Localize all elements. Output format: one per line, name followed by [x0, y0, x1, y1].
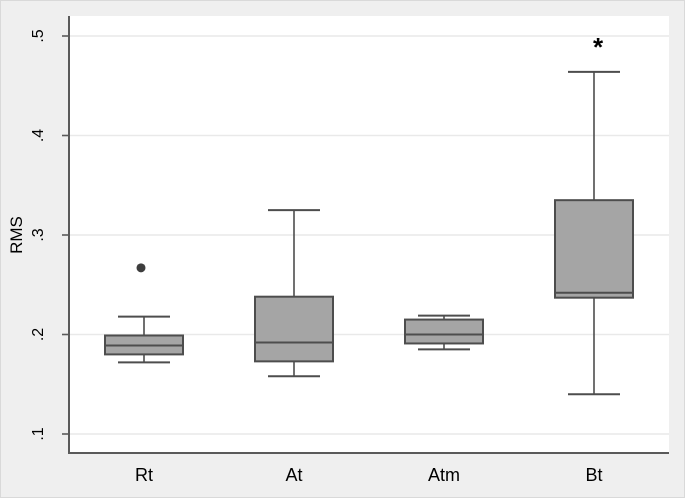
iqr-box-atm — [404, 318, 484, 345]
y-tick-label: .5 — [30, 29, 47, 42]
outlier-dot — [136, 263, 146, 273]
significance-asterisk: * — [593, 32, 604, 62]
x-category-label: Rt — [135, 465, 153, 485]
x-category-label: At — [285, 465, 302, 485]
iqr-box-at — [254, 295, 334, 363]
x-category-label: Atm — [428, 465, 460, 485]
iqr-box-bt — [554, 199, 634, 299]
y-tick-label: .2 — [30, 328, 47, 341]
y-tick-label: .1 — [30, 427, 47, 440]
y-axis-title: RMS — [7, 216, 26, 254]
y-tick-label: .3 — [30, 228, 47, 241]
x-category-label: Bt — [585, 465, 602, 485]
y-tick-label: .4 — [30, 129, 47, 142]
